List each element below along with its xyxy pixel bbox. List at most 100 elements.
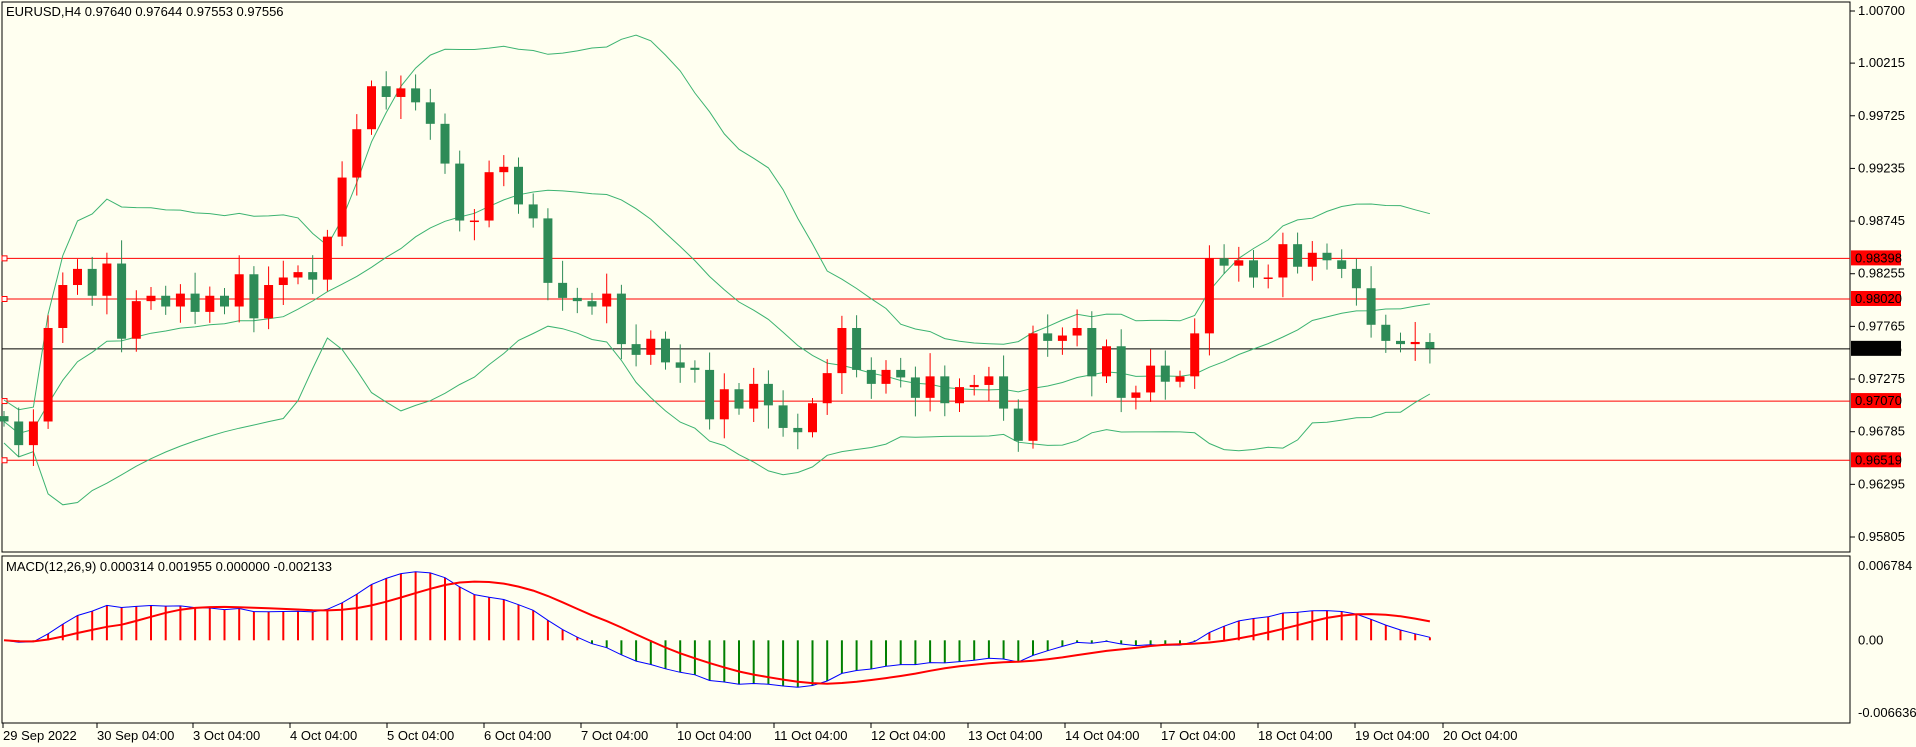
candle-body <box>249 274 259 319</box>
candle-body <box>1381 324 1391 341</box>
time-label: 18 Oct 04:00 <box>1258 728 1332 743</box>
candle-body <box>1087 327 1097 377</box>
line-anchor-handle[interactable] <box>1 295 8 302</box>
candle-body <box>411 88 421 103</box>
candle-body <box>1072 327 1082 336</box>
candle-body <box>322 236 332 280</box>
candle-body <box>1190 333 1200 377</box>
price-tick-label: 0.98255 <box>1858 266 1905 281</box>
macd-panel[interactable]: 0.006784 0.00 -0.006636 MACD(12,26,9) 0.00… <box>1 555 1916 724</box>
candle-body <box>14 421 24 446</box>
candle-body <box>925 376 935 398</box>
price-panel-frame <box>1 1 1851 553</box>
candle-body <box>469 220 479 223</box>
candle-body <box>1219 258 1229 266</box>
candle-body <box>175 293 185 307</box>
macd-histogram <box>17 571 1431 688</box>
time-label: 30 Sep 04:00 <box>97 728 174 743</box>
candle-body <box>587 301 597 307</box>
candle-body <box>778 405 788 428</box>
price-level-label: 0.98020 <box>1855 291 1902 306</box>
price-level-badge <box>1851 340 1901 356</box>
time-label: 12 Oct 04:00 <box>871 728 945 743</box>
candle-body <box>264 285 274 319</box>
candle-body <box>528 204 538 219</box>
time-label: 29 Sep 2022 <box>3 728 77 743</box>
price-level-badge <box>1851 393 1901 409</box>
candle-body <box>896 369 906 378</box>
candle-body <box>1028 333 1038 441</box>
candle-body <box>190 293 200 312</box>
candle-body <box>940 376 950 404</box>
time-label: 3 Oct 04:00 <box>193 728 260 743</box>
price-axis: 1.00700 1.00215 0.99725 0.99235 0.98745 0.982… <box>1850 3 1905 544</box>
price-tick-label: 0.97275 <box>1858 371 1905 386</box>
candle-body <box>220 295 229 307</box>
line-anchor-handle[interactable] <box>1 457 8 464</box>
time-label: 17 Oct 04:00 <box>1161 728 1235 743</box>
candle-body <box>1396 340 1405 345</box>
candle-body <box>234 274 244 307</box>
candle-body <box>631 344 641 355</box>
candle-body <box>87 268 97 296</box>
candle-body <box>484 172 494 221</box>
macd-scale-label: 0.006784 <box>1858 558 1912 573</box>
candle-body <box>572 297 582 302</box>
candle-body <box>616 293 626 345</box>
candle-body <box>1116 346 1126 398</box>
candle-body <box>102 263 112 296</box>
candle-body <box>499 166 509 173</box>
candle-body <box>705 369 715 420</box>
candle-body <box>1366 288 1376 325</box>
time-label: 13 Oct 04:00 <box>968 728 1042 743</box>
candle-body <box>808 403 817 433</box>
price-level-label: 0.96519 <box>1855 452 1902 467</box>
price-panel[interactable]: 0.98398 0.98020 0.97070 0.96519 0.97556 1.00… <box>0 1 1905 553</box>
price-tick-label: 0.96295 <box>1858 476 1905 491</box>
line-anchor-handle[interactable] <box>1 398 8 405</box>
candle-body <box>999 376 1009 409</box>
candle-body <box>1146 365 1156 393</box>
candle-body <box>0 416 9 422</box>
candle-body <box>1175 376 1185 382</box>
candle-body <box>28 421 38 446</box>
candle-body <box>661 338 670 363</box>
candle-body <box>131 301 141 339</box>
candle-body <box>1057 335 1067 341</box>
candle-body <box>205 295 215 312</box>
candle-body <box>1410 341 1420 345</box>
price-tick-label: 1.00215 <box>1858 55 1905 70</box>
line-anchor-handle[interactable] <box>1 255 8 262</box>
bb-upper-line <box>3 34 1431 411</box>
time-label: 4 Oct 04:00 <box>290 728 357 743</box>
candle-body <box>367 86 376 130</box>
price-tick-label: 0.95805 <box>1858 529 1905 544</box>
price-tick-label: 0.97765 <box>1858 318 1905 333</box>
price-level-label: 0.97556 <box>1855 341 1902 356</box>
price-tick-label: 1.00700 <box>1858 3 1905 18</box>
candle-body <box>1102 346 1111 377</box>
candle-body <box>910 377 920 398</box>
time-label: 5 Oct 04:00 <box>387 728 454 743</box>
candle-body <box>43 327 53 422</box>
macd-panel-frame <box>1 555 1851 724</box>
macd-scale-label: -0.006636 <box>1858 705 1916 720</box>
candle-body <box>381 86 391 97</box>
price-tick-label: 0.99235 <box>1858 160 1905 175</box>
macd-axis: 0.006784 0.00 -0.006636 <box>1858 558 1916 720</box>
candle-body <box>1043 333 1053 341</box>
price-level-badge <box>1851 250 1901 266</box>
candle-body <box>440 123 450 164</box>
candle-body <box>278 277 288 286</box>
time-label: 14 Oct 04:00 <box>1065 728 1139 743</box>
time-label: 11 Oct 04:00 <box>774 728 847 743</box>
candle-body <box>1278 244 1288 278</box>
candle-body <box>58 285 68 328</box>
candle-body <box>117 263 127 339</box>
candle-body <box>337 177 347 237</box>
macd-header: MACD(12,26,9) 0.000314 0.001955 0.000000… <box>6 559 332 574</box>
candle-body <box>73 268 82 286</box>
candle-body <box>955 387 964 404</box>
candle-body <box>455 163 465 221</box>
